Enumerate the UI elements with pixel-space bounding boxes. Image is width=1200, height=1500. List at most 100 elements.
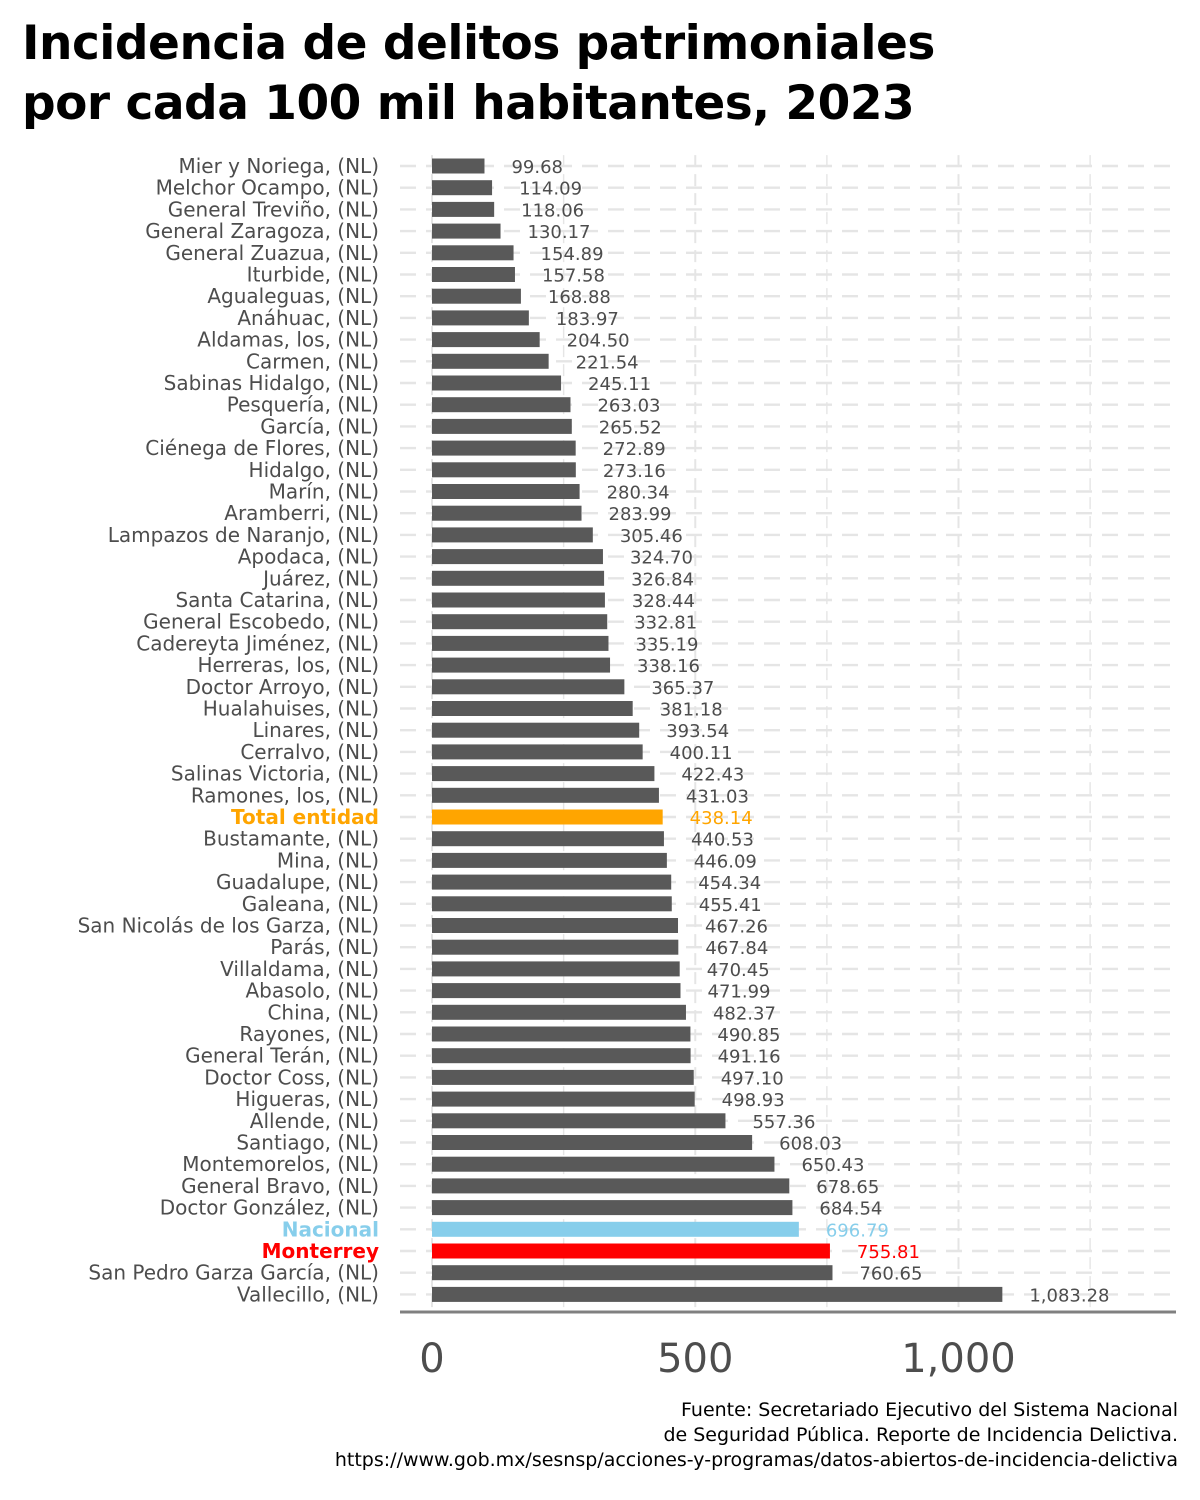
chart-title-line-1: Incidencia de delitos patrimoniales — [22, 16, 935, 71]
bar-juarez-nl — [432, 570, 605, 586]
value-label-salinas-victoria-nl: 422.43 — [681, 765, 744, 786]
x-tick-label-1000: 1,000 — [901, 1336, 1016, 1382]
value-label-nacional: 696.79 — [826, 1220, 889, 1241]
bar-linares-nl — [432, 722, 640, 738]
value-label-doctor-arroyo-nl: 365.37 — [651, 678, 714, 699]
value-label-anahuac-nl: 183.97 — [556, 309, 619, 330]
category-label-cienega-de-flores-nl: Ciénega de Flores, (NL) — [145, 436, 379, 460]
value-label-general-zaragoza-nl: 130.17 — [528, 222, 591, 243]
category-label-nacional: Nacional — [282, 1217, 379, 1241]
x-axis: 0 500 1,000 — [400, 1310, 1176, 1382]
value-label-hualahuises-nl: 381.18 — [660, 700, 723, 721]
category-label-doctor-coss-nl: Doctor Coss, (NL) — [204, 1065, 379, 1089]
value-label-marin-nl: 280.34 — [607, 483, 670, 504]
value-labels: 99.68114.09118.06130.17154.89157.58168.8… — [511, 157, 1109, 1306]
bar-general-teran-nl — [432, 1048, 691, 1064]
x-tick-label-500: 500 — [657, 1336, 733, 1382]
bar-rayones-nl — [432, 1026, 691, 1042]
category-label-anahuac-nl: Anáhuac, (NL) — [237, 306, 379, 330]
category-label-marin-nl: Marín, (NL) — [269, 480, 379, 504]
category-label-mina-nl: Mina, (NL) — [277, 848, 379, 872]
value-label-bustamante-nl: 440.53 — [691, 830, 754, 851]
bar-china-nl — [432, 1004, 686, 1020]
category-label-doctor-arroyo-nl: Doctor Arroyo, (NL) — [186, 675, 379, 699]
category-label-juarez-nl: Juárez, (NL) — [261, 566, 379, 590]
category-label-santa-catarina-nl: Santa Catarina, (NL) — [175, 588, 379, 612]
bar-anahuac-nl — [432, 310, 529, 326]
category-label-montemorelos-nl: Montemorelos, (NL) — [182, 1152, 379, 1176]
bar-abasolo-nl — [432, 983, 681, 999]
value-label-montemorelos-nl: 650.43 — [801, 1155, 864, 1176]
value-label-abasolo-nl: 471.99 — [708, 982, 771, 1003]
value-label-juarez-nl: 326.84 — [631, 569, 694, 590]
category-label-sabinas-hidalgo-nl: Sabinas Hidalgo, (NL) — [164, 371, 379, 395]
bar-mier-y-noriega-nl — [432, 158, 485, 174]
bar-melchor-ocampo-nl — [432, 180, 493, 196]
value-label-villaldama-nl: 470.45 — [707, 960, 770, 981]
bar-doctor-arroyo-nl — [432, 679, 625, 695]
category-label-villaldama-nl: Villaldama, (NL) — [220, 957, 379, 981]
category-label-linares-nl: Linares, (NL) — [252, 718, 379, 742]
category-labels: Mier y Noriega, (NL)Melchor Ocampo, (NL)… — [78, 154, 379, 1306]
value-label-melchor-ocampo-nl: 114.09 — [519, 179, 582, 200]
bar-carmen-nl — [432, 353, 549, 369]
category-label-hualahuises-nl: Hualahuises, (NL) — [203, 697, 379, 721]
value-label-ramones-los-nl: 431.03 — [686, 786, 749, 807]
category-label-cadereyta-jimenez-nl: Cadereyta Jiménez, (NL) — [136, 631, 379, 655]
bar-pesqueria-nl — [432, 397, 571, 413]
bar-hidalgo-nl — [432, 462, 576, 478]
value-label-pesqueria-nl: 263.03 — [597, 396, 660, 417]
bar-sabinas-hidalgo-nl — [432, 375, 562, 391]
bar-mina-nl — [432, 852, 667, 868]
value-label-cienega-de-flores-nl: 272.89 — [603, 439, 666, 460]
value-label-lampazos-de-naranjo-nl: 305.46 — [620, 526, 683, 547]
category-label-salinas-victoria-nl: Salinas Victoria, (NL) — [171, 762, 379, 786]
value-label-sabinas-hidalgo-nl: 245.11 — [588, 374, 651, 395]
category-label-general-bravo-nl: General Bravo, (NL) — [181, 1174, 379, 1198]
category-label-china-nl: China, (NL) — [267, 1000, 379, 1024]
bar-general-escobedo-nl — [432, 614, 608, 630]
bar-paras-nl — [432, 939, 679, 955]
bar-iturbide-nl — [432, 267, 515, 282]
bar-cienega-de-flores-nl — [432, 440, 576, 456]
category-label-general-zaragoza-nl: General Zaragoza, (NL) — [145, 219, 379, 243]
category-label-melchor-ocampo-nl: Melchor Ocampo, (NL) — [156, 176, 379, 200]
bar-ramones-los-nl — [432, 787, 659, 803]
bar-higueras-nl — [432, 1091, 695, 1107]
bar-doctor-coss-nl — [432, 1069, 694, 1085]
category-label-carmen-nl: Carmen, (NL) — [246, 349, 379, 373]
value-label-aramberri-nl: 283.99 — [609, 504, 672, 525]
bar-general-zuazua-nl — [432, 245, 514, 261]
value-label-apodaca-nl: 324.70 — [630, 548, 693, 569]
x-tick-label-0: 0 — [419, 1336, 444, 1382]
category-label-doctor-gonzalez-nl: Doctor González, (NL) — [160, 1196, 379, 1220]
value-label-linares-nl: 393.54 — [666, 721, 729, 742]
category-label-guadalupe-nl: Guadalupe, (NL) — [216, 870, 379, 894]
value-label-cadereyta-jimenez-nl: 335.19 — [635, 634, 698, 655]
bar-santiago-nl — [432, 1135, 753, 1150]
bar-aramberri-nl — [432, 505, 582, 521]
chart-title-line-2: por cada 100 mil habitantes, 2023 — [22, 76, 915, 131]
category-label-galeana-nl: Galeana, (NL) — [242, 892, 379, 916]
value-label-san-nicolas-de-los-garza-nl: 467.26 — [705, 917, 768, 938]
category-label-apodaca-nl: Apodaca, (NL) — [238, 545, 379, 569]
value-label-general-zuazua-nl: 154.89 — [541, 244, 604, 265]
value-label-rayones-nl: 490.85 — [717, 1025, 780, 1046]
bar-nacional — [432, 1221, 799, 1237]
category-label-aldamas-los-nl: Aldamas, los, (NL) — [197, 328, 379, 352]
bar-doctor-gonzalez-nl — [432, 1200, 793, 1216]
bar-agualeguas-nl — [432, 288, 521, 304]
category-label-total-entidad: Total entidad — [231, 805, 379, 829]
category-label-general-teran-nl: General Terán, (NL) — [185, 1044, 379, 1068]
value-label-mina-nl: 446.09 — [694, 851, 757, 872]
category-label-rayones-nl: Rayones, (NL) — [239, 1022, 379, 1046]
bar-cerralvo-nl — [432, 744, 643, 760]
category-label-general-trevino-nl: General Treviño, (NL) — [168, 197, 379, 221]
bar-guadalupe-nl — [432, 874, 672, 890]
value-label-general-teran-nl: 491.16 — [718, 1047, 781, 1068]
category-label-san-nicolas-de-los-garza-nl: San Nicolás de los Garza, (NL) — [78, 914, 379, 938]
bar-vallecillo-nl — [432, 1286, 1003, 1302]
value-label-aldamas-los-nl: 204.50 — [567, 331, 630, 352]
category-label-agualeguas-nl: Agualeguas, (NL) — [207, 284, 379, 308]
